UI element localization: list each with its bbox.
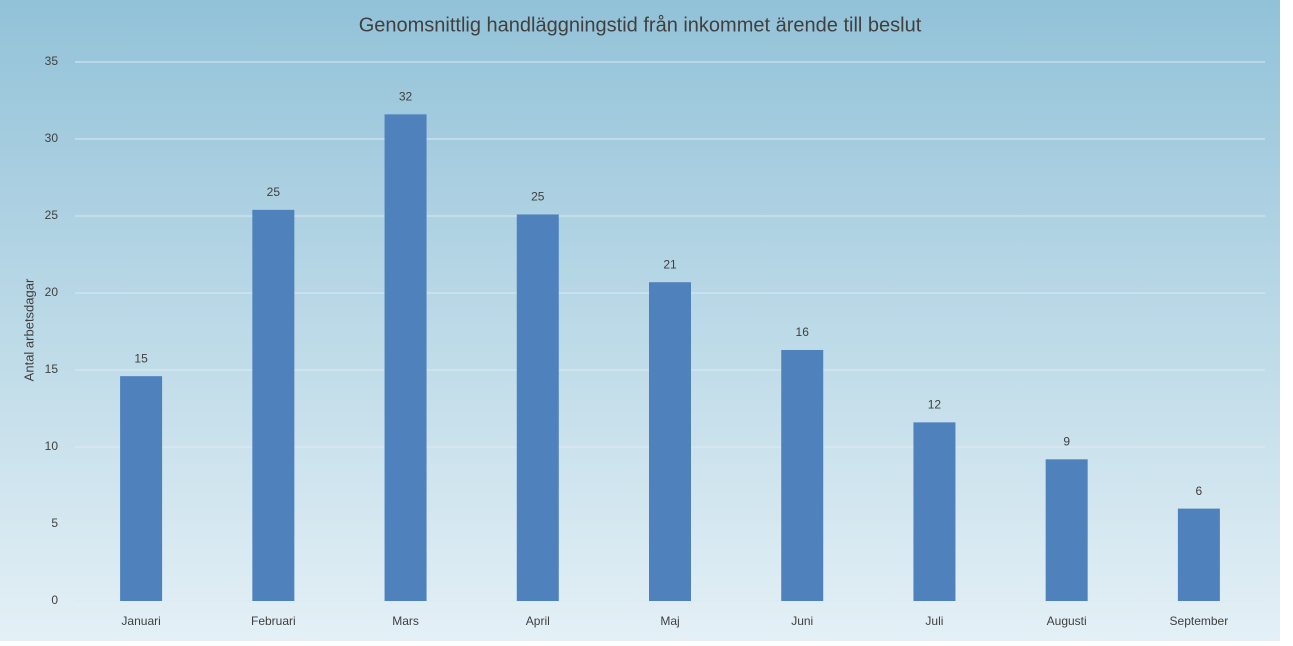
y-tick-label: 25 (45, 208, 59, 222)
y-tick-label: 0 (51, 593, 58, 607)
data-label: 21 (663, 257, 677, 271)
y-tick-label: 35 (45, 54, 59, 68)
data-label: 12 (928, 398, 942, 412)
bar (384, 114, 427, 602)
bar (1045, 459, 1088, 601)
x-tick-label: September (1170, 614, 1229, 628)
x-tick-label: Februari (251, 614, 296, 628)
y-tick-label: 15 (45, 362, 59, 376)
bar (516, 214, 559, 601)
bar (781, 349, 824, 601)
data-label: 6 (1196, 484, 1203, 498)
x-tick-label: Januari (121, 614, 160, 628)
bar (649, 282, 691, 601)
data-label: 9 (1063, 434, 1070, 448)
bar (120, 376, 163, 601)
x-tick-label: Juni (791, 614, 813, 628)
x-tick-label: Augusti (1047, 614, 1087, 628)
y-axis-label: Antal arbetsdagar (21, 278, 36, 381)
x-tick-label: April (526, 614, 550, 628)
data-label: 25 (531, 190, 545, 204)
bar (913, 422, 956, 601)
data-label: 32 (399, 90, 413, 104)
margin (1280, 0, 1293, 641)
data-label: 16 (796, 325, 810, 339)
x-tick-label: Juli (925, 614, 943, 628)
y-tick-label: 30 (45, 131, 59, 145)
bar (1177, 508, 1220, 601)
y-tick-label: 10 (45, 439, 59, 453)
bar (252, 209, 295, 601)
x-tick-label: Maj (660, 614, 679, 628)
data-label: 15 (134, 351, 148, 365)
x-tick-label: Mars (392, 614, 419, 628)
y-tick-label: 20 (45, 285, 59, 299)
y-tick-label: 5 (51, 516, 58, 530)
chart-title: Genomsnittlig handläggningstid från inko… (359, 14, 922, 36)
data-label: 25 (267, 185, 281, 199)
